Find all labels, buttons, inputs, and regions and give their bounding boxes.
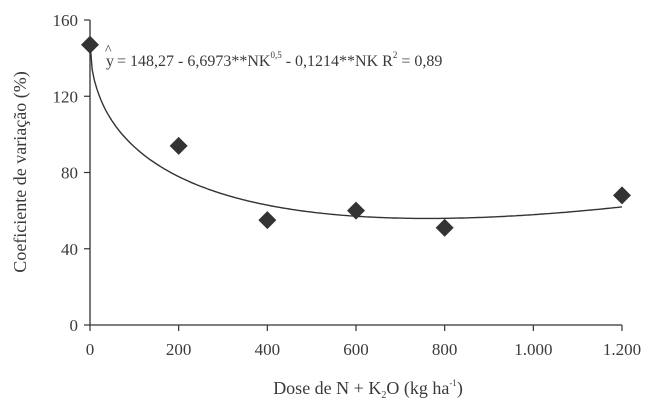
equation-yhat: y (106, 53, 114, 70)
y-axis-label: Coeficiente de variação (%) (10, 71, 31, 272)
x-tick-label: 800 (432, 340, 458, 359)
x-tick-label: 400 (255, 340, 281, 359)
y-tick-label: 40 (61, 240, 78, 259)
data-point (347, 201, 365, 220)
data-points (81, 35, 631, 237)
data-point (81, 35, 99, 54)
x-tick-label: 200 (166, 340, 192, 359)
y-tick-label: 80 (61, 164, 78, 183)
y-tick-label: 0 (70, 316, 79, 335)
x-tick-label: 1.000 (514, 340, 552, 359)
regression-equation: y = 148,27 - 6,6973**NK0,5 - 0,1214**NK R… (106, 50, 442, 70)
data-point (258, 211, 277, 230)
x-tick-label: 600 (343, 340, 369, 359)
y-tick-label: 120 (53, 87, 79, 106)
data-point (169, 136, 188, 155)
x-axis-label: Dose de N + K2O (kg ha-1) (273, 378, 463, 400)
y-tick-label: 160 (53, 11, 79, 30)
yhat-hat: ^ (105, 43, 112, 58)
x-tick-label: 0 (86, 340, 95, 359)
data-point (435, 218, 454, 237)
data-point (613, 186, 631, 205)
x-tick-label: 1.200 (603, 340, 641, 359)
ticks: 0 40 80 120 160 0 200 400 600 800 1.000 1.200 (53, 11, 642, 359)
